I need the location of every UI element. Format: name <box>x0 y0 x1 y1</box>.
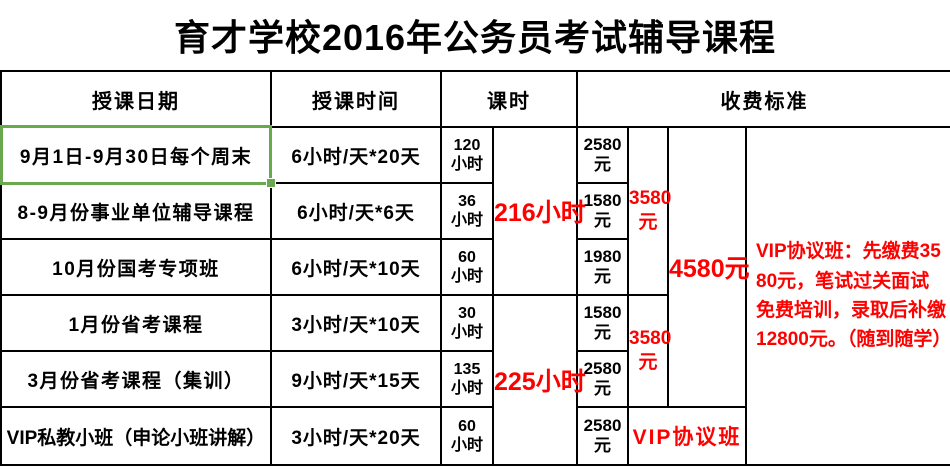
cell-price-1[interactable]: 2580 元 <box>576 126 629 184</box>
selection-fill-handle-icon[interactable] <box>266 178 276 188</box>
cell-course-6[interactable]: VIP私教小班（申论小班讲解） <box>0 406 272 466</box>
cell-time-5[interactable]: 9小时/天*15天 <box>270 350 442 408</box>
cell-package-c[interactable]: 4580元 <box>667 126 750 408</box>
price-unit: 元 <box>594 379 611 398</box>
cell-course-2[interactable]: 8-9月份事业单位辅导课程 <box>0 182 272 240</box>
cell-hours-3[interactable]: 60 小时 <box>440 238 494 296</box>
table-row: VIP私教小班（申论小班讲解） 3小时/天*20天 60 小时 2580 元 V… <box>0 406 950 466</box>
hours-value: 135 <box>453 360 481 378</box>
price-unit: 元 <box>594 436 611 455</box>
cell-hours-1[interactable]: 120 小时 <box>440 126 494 184</box>
price-unit: 元 <box>594 155 611 174</box>
package-value: 3580 <box>629 188 672 210</box>
cell-package-a[interactable]: 3580 元 <box>627 126 672 296</box>
price-value: 1980 <box>583 246 622 266</box>
hours-unit: 小时 <box>450 380 483 397</box>
price-value: 1580 <box>583 302 622 322</box>
table-row: 3月份省考课程（集训） 9小时/天*15天 135 小时 2580 元 <box>0 350 950 408</box>
cell-vip-note[interactable]: VIP协议班：先缴费3580元，笔试过关面试免费培训，录取后补缴12800元。（… <box>745 126 950 466</box>
hours-unit: 小时 <box>450 437 483 454</box>
cell-course-1-selected[interactable]: 9月1日-9月30日每个周末 <box>0 125 276 188</box>
price-value: 1580 <box>583 190 622 210</box>
price-value: 2580 <box>583 415 622 435</box>
cell-hours-total-2[interactable]: 225小时 <box>492 294 586 466</box>
cell-hours-4[interactable]: 30 小时 <box>440 294 494 352</box>
cell-price-5[interactable]: 2580 元 <box>576 350 629 408</box>
cell-course-4[interactable]: 1月份省考课程 <box>0 294 272 352</box>
cell-course-5[interactable]: 3月份省考课程（集训） <box>0 350 272 408</box>
cell-price-3[interactable]: 1980 元 <box>576 238 629 296</box>
col-header-hours[interactable]: 课时 <box>440 70 578 128</box>
course-label: 9月1日-9月30日每个周末 <box>19 146 253 168</box>
hours-unit: 小时 <box>450 268 483 285</box>
package-unit: 元 <box>638 352 658 373</box>
cell-package-b[interactable]: 3580 元 <box>627 294 672 408</box>
hours-value: 60 <box>458 417 476 435</box>
course-fee-table: 授课日期 授课时间 课时 收费标准 9月1日-9月30日每个周末 6小时/天*2… <box>0 70 950 466</box>
cell-price-6[interactable]: 2580 元 <box>576 406 629 466</box>
col-header-date[interactable]: 授课日期 <box>0 70 272 128</box>
cell-time-2[interactable]: 6小时/天*6天 <box>270 182 442 240</box>
cell-time-4[interactable]: 3小时/天*10天 <box>270 294 442 352</box>
hours-unit: 小时 <box>450 324 483 341</box>
cell-hours-2[interactable]: 36 小时 <box>440 182 494 240</box>
cell-price-2[interactable]: 1580 元 <box>576 182 629 240</box>
hours-value: 30 <box>458 304 476 322</box>
price-unit: 元 <box>594 323 611 342</box>
package-unit: 元 <box>638 212 658 233</box>
page-title: 育才学校2016年公务员考试辅导课程 <box>173 17 777 58</box>
cell-time-1[interactable]: 6小时/天*20天 <box>270 126 442 184</box>
cell-price-4[interactable]: 1580 元 <box>576 294 629 352</box>
col-header-time[interactable]: 授课时间 <box>270 70 442 128</box>
price-value: 2580 <box>583 358 622 378</box>
cell-time-3[interactable]: 6小时/天*10天 <box>270 238 442 296</box>
hours-value: 120 <box>453 136 481 154</box>
cell-vip-class[interactable]: VIP协议班 <box>627 406 747 466</box>
table-row: 9月1日-9月30日每个周末 6小时/天*20天 120 小时 216小时 25… <box>0 125 950 466</box>
hours-value: 60 <box>458 248 476 266</box>
table-row: 1月份省考课程 3小时/天*10天 30 小时 225小时 1580 元 358… <box>0 294 950 466</box>
cell-hours-total-1[interactable]: 216小时 <box>492 126 586 296</box>
cell-hours-5[interactable]: 135 小时 <box>440 350 494 408</box>
hours-unit: 小时 <box>450 156 483 173</box>
price-unit: 元 <box>594 211 611 230</box>
hours-unit: 小时 <box>450 212 483 229</box>
package-value: 3580 <box>629 328 672 350</box>
cell-time-6[interactable]: 3小时/天*20天 <box>270 406 442 466</box>
price-value: 2580 <box>583 134 622 154</box>
table-row: 10月份国考专项班 6小时/天*10天 60 小时 1980 元 <box>0 238 950 296</box>
price-unit: 元 <box>594 267 611 286</box>
header-row: 授课日期 授课时间 课时 收费标准 <box>0 70 950 128</box>
hours-value: 36 <box>458 192 476 210</box>
table-row: 8-9月份事业单位辅导课程 6小时/天*6天 36 小时 1580 元 <box>0 182 950 240</box>
cell-course-3[interactable]: 10月份国考专项班 <box>0 238 272 296</box>
col-header-fee[interactable]: 收费标准 <box>576 70 950 128</box>
cell-hours-6[interactable]: 60 小时 <box>440 406 494 466</box>
